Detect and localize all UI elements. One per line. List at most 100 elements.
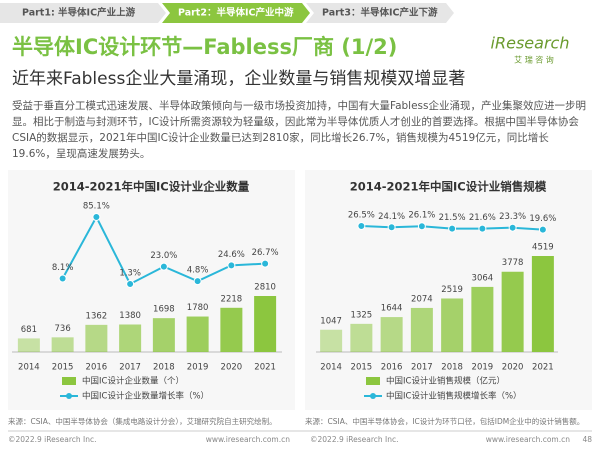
x-tick-label: 2016 — [86, 363, 108, 373]
growth-point — [126, 279, 135, 288]
tab-label: Part3：半导体IC产业下游 — [322, 7, 438, 19]
growth-label: 21.5% — [439, 213, 466, 223]
bar — [350, 323, 373, 352]
source: 来源：CSIA、中国半导体协会（集成电路设计分会），艾瑞研究院自主研究绘制。 — [8, 416, 277, 426]
bar-label: 3064 — [472, 273, 494, 283]
growth-label: 4.8% — [187, 266, 209, 276]
x-tick-label: 2019 — [472, 363, 494, 373]
bar-label: 1698 — [153, 305, 175, 315]
tab-label: Part1: 半导体IC产业上游 — [22, 7, 136, 19]
panel — [8, 170, 295, 410]
x-tick-label: 2021 — [254, 363, 276, 373]
bar-label: 2218 — [221, 294, 243, 304]
growth-point — [508, 223, 517, 232]
growth-point — [92, 213, 101, 221]
growth-point — [417, 222, 426, 231]
growth-point — [387, 223, 396, 232]
bar — [85, 324, 108, 352]
bar-label: 3778 — [502, 258, 524, 268]
tab[interactable] — [306, 3, 454, 23]
bar — [254, 296, 277, 352]
logo-tagline: 艾 瑞 咨 询 — [514, 55, 554, 65]
bar — [531, 256, 554, 352]
tab-label: Part2：半导体IC产业中游 — [178, 7, 294, 19]
legend-label: 中国IC设计业销售规模增长率（%） — [386, 391, 522, 402]
logo: iResearch — [491, 34, 570, 53]
x-tick-label: 2018 — [153, 363, 175, 373]
bar-label: 2810 — [254, 283, 276, 293]
x-tick-label: 2015 — [52, 363, 74, 373]
growth-label: 26.7% — [252, 248, 279, 258]
growth-point — [227, 261, 236, 270]
bar-label: 4519 — [532, 243, 554, 253]
bar-label: 736 — [55, 324, 71, 334]
x-tick-label: 2021 — [532, 363, 554, 373]
bar — [119, 324, 142, 352]
x-tick-label: 2017 — [411, 363, 433, 373]
legend-label: 中国IC设计业销售规模（亿元） — [386, 376, 505, 387]
growth-point — [538, 225, 547, 234]
chart-title: 2014-2021年中国IC设计业销售规模 — [350, 180, 547, 194]
source: 来源：CSIA、中国半导体协会，IC设计为环节口径，包括IDM企业中的设计销售额… — [305, 416, 584, 426]
x-tick-label: 2014 — [18, 363, 40, 373]
bar — [320, 329, 343, 352]
bar — [441, 298, 464, 352]
footer-website: www.iresearch.com.cn — [206, 435, 291, 444]
slide-title: 半导体IC设计环节—Fabless厂商 (1/2) — [12, 35, 397, 59]
footer-website: www.iresearch.com.cn — [486, 435, 571, 444]
page-number: 48 — [582, 435, 592, 444]
footer-copyright: ©2022.9 iResearch Inc. — [310, 435, 398, 444]
bar-label: 1325 — [351, 310, 373, 320]
x-tick-label: 2015 — [351, 363, 373, 373]
bar — [471, 286, 494, 352]
x-tick-label: 2020 — [221, 363, 243, 373]
bar — [186, 316, 209, 352]
bar — [380, 317, 403, 352]
bar — [501, 271, 524, 352]
growth-point — [448, 224, 457, 233]
growth-point — [159, 262, 168, 271]
growth-label: 19.6% — [529, 214, 556, 224]
bar-label: 2519 — [441, 285, 463, 295]
growth-label: 24.6% — [218, 250, 245, 260]
legend-swatch — [366, 377, 380, 385]
growth-label: 26.5% — [348, 211, 375, 221]
x-tick-label: 2020 — [502, 363, 524, 373]
bar-label: 1362 — [86, 311, 108, 321]
body-text: 受益于垂直分工模式迅速发展、半导体政策倾向与一级市场投资加持，中国有大量Fabl… — [12, 100, 586, 160]
growth-label: 1.3% — [119, 268, 141, 278]
growth-point — [193, 277, 202, 286]
tab-active[interactable] — [162, 3, 310, 23]
growth-point — [478, 224, 487, 233]
growth-label: 23.3% — [499, 212, 526, 222]
growth-label: 8.1% — [52, 263, 74, 273]
legend-label: 中国IC设计企业数量（个） — [82, 376, 184, 387]
bar-label: 1644 — [381, 304, 403, 314]
growth-point — [357, 222, 366, 230]
bar — [17, 338, 40, 352]
footer-copyright: ©2022.9 iResearch Inc. — [8, 435, 96, 444]
x-tick-label: 2016 — [381, 363, 403, 373]
x-tick-label: 2017 — [119, 363, 141, 373]
tab[interactable] — [0, 3, 166, 23]
bar — [220, 307, 243, 352]
growth-label: 21.6% — [469, 213, 496, 223]
growth-label: 85.1% — [83, 202, 110, 212]
growth-label: 24.1% — [378, 212, 405, 222]
bar-label: 1780 — [187, 303, 209, 313]
bar-label: 1047 — [320, 316, 342, 326]
bar — [152, 318, 175, 352]
bar-label: 1380 — [119, 311, 141, 321]
legend-swatch — [66, 393, 72, 399]
bar-label: 2074 — [411, 294, 433, 304]
legend-label: 中国IC设计企业数量增长率（%） — [82, 391, 209, 402]
x-tick-label: 2019 — [187, 363, 209, 373]
growth-point — [58, 274, 67, 283]
bar-label: 681 — [21, 325, 37, 335]
growth-label: 26.1% — [408, 211, 435, 221]
legend-swatch — [370, 393, 376, 399]
slide-subtitle: 近年来Fabless企业大量涌现，企业数量与销售规模双增显著 — [12, 69, 465, 89]
x-tick-label: 2014 — [320, 363, 342, 373]
